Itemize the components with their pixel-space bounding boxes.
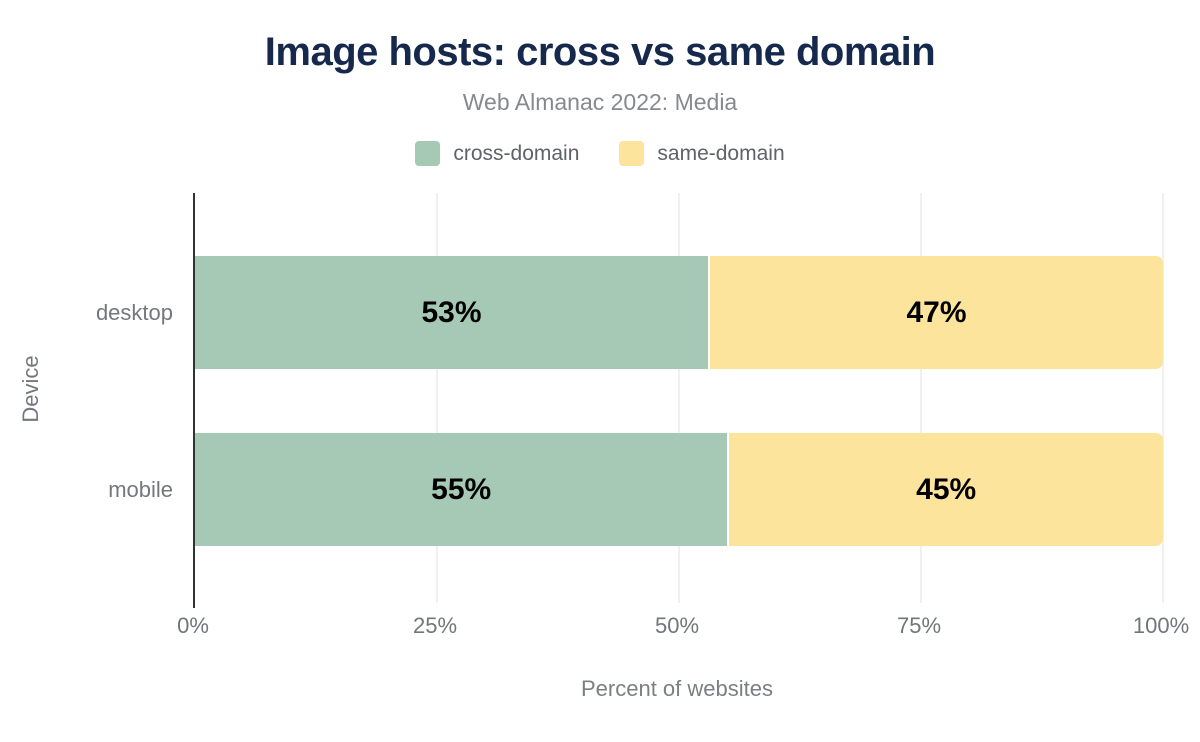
legend-label: cross-domain [453, 141, 580, 165]
bar-value-label: 55% [431, 472, 492, 506]
category-label-desktop: desktop [95, 300, 173, 325]
bar-segment-desktop-same-domain: 47% [708, 256, 1163, 369]
bar-segment-mobile-cross-domain: 55% [195, 433, 728, 546]
x-tick-50: 50% [654, 613, 700, 638]
legend-item-same-domain: same-domain [619, 141, 785, 166]
same-domain-swatch-icon [619, 141, 645, 166]
chart-subtitle: Web Almanac 2022: Media [462, 89, 738, 115]
x-tick-100: 100% [1132, 613, 1190, 638]
legend-label: same-domain [657, 141, 785, 165]
bar-segment-mobile-same-domain: 45% [727, 433, 1163, 546]
bar-value-label: 45% [916, 472, 977, 506]
bar-value-label: 53% [421, 295, 482, 329]
gridline-25 [436, 193, 438, 603]
chart-title: Image hosts: cross vs same domain [264, 30, 936, 74]
x-tick-25: 25% [412, 613, 458, 638]
x-tick-0: 0% [177, 613, 209, 638]
bar-value-label: 47% [906, 295, 967, 329]
x-tick-75: 75% [896, 613, 942, 638]
gridline-75 [920, 193, 922, 603]
legend-item-cross-domain: cross-domain [415, 141, 579, 166]
x-axis-ticks: 0% 25% 50% 75% 100% [177, 613, 1189, 641]
legend: cross-domain same-domain [0, 141, 1200, 166]
plot-area: 53% 47% 55% 45% [193, 193, 1164, 608]
gridline-100 [1162, 193, 1164, 603]
x-axis-title: Percent of websites [581, 676, 773, 701]
bar-desktop: 53% 47% [195, 256, 1163, 369]
bar-mobile: 55% 45% [195, 433, 1163, 546]
gridline-50 [678, 193, 680, 603]
category-label-mobile: mobile [108, 477, 173, 502]
bar-segment-desktop-cross-domain: 53% [195, 256, 709, 369]
cross-domain-swatch-icon [415, 141, 441, 166]
